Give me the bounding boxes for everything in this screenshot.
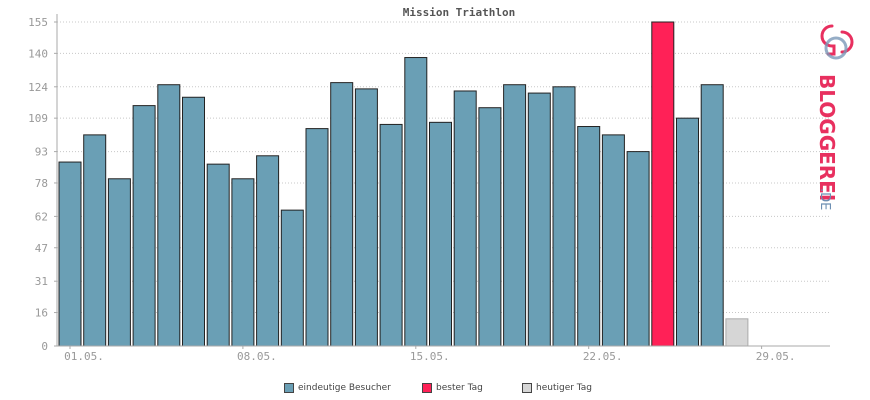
bar: [453, 90, 477, 347]
bar: [330, 82, 354, 347]
bar: [552, 86, 576, 347]
bar: [132, 105, 156, 347]
y-tick-label: 140: [28, 47, 48, 60]
legend: eindeutige Besucher bester Tag heutiger …: [0, 383, 870, 399]
bloggerei-logo: BLOGGEREI .DE: [815, 24, 854, 210]
bar: [157, 84, 181, 347]
y-tick-label: 31: [35, 275, 48, 288]
y-tick-label: 93: [35, 146, 48, 159]
bar: [206, 163, 230, 347]
logo-mark-overlay-icon: [824, 36, 848, 60]
legend-item-visitors: eindeutige Besucher: [284, 383, 391, 393]
y-tick-label: 124: [28, 81, 48, 94]
y-tick-label: 16: [35, 307, 48, 320]
bar: [354, 88, 378, 347]
bar: [676, 117, 699, 347]
x-tick-labels: 01.05. 08.05. 15.05. 22.05. 29.05.: [64, 346, 795, 363]
y-tick-labels: 0 16 31 47 62 78 93 109 124 140 155: [28, 16, 57, 353]
bar: [527, 92, 551, 347]
y-tick-label: 155: [28, 16, 48, 29]
legend-label-best-day: bester Tag: [436, 383, 483, 393]
bar: [601, 134, 625, 347]
bar: [725, 318, 749, 347]
bar: [404, 57, 428, 347]
bar: [305, 128, 329, 347]
bar: [83, 134, 107, 347]
logo-suffix: .DE: [817, 188, 832, 210]
x-tick-label: 15.05.: [410, 350, 450, 363]
bar: [231, 178, 255, 347]
y-tick-label: 0: [41, 340, 48, 353]
legend-swatch-visitors: [284, 383, 294, 393]
bar: [58, 161, 82, 347]
bar: [379, 123, 403, 347]
legend-label-visitors: eindeutige Besucher: [298, 383, 391, 393]
bar: [182, 96, 205, 347]
x-tick-label: 01.05.: [64, 350, 104, 363]
bar: [503, 84, 527, 347]
legend-swatch-best-day: [422, 383, 432, 393]
legend-label-today: heutiger Tag: [536, 383, 593, 393]
bar: [429, 121, 452, 347]
bar: [577, 126, 601, 347]
x-tick-label: 29.05.: [756, 350, 796, 363]
legend-item-best-day: bester Tag: [422, 383, 483, 393]
x-tick-label: 08.05.: [237, 350, 277, 363]
bar: [107, 178, 131, 347]
legend-swatch-today: [522, 383, 532, 393]
bar: [478, 107, 502, 347]
y-tick-label: 47: [35, 242, 48, 255]
chart-title: Mission Triathlon: [403, 6, 516, 19]
bars: [58, 21, 749, 347]
bar: [256, 155, 280, 347]
y-tick-label: 109: [28, 112, 48, 125]
logo-text: BLOGGEREI: [815, 74, 839, 201]
axes: [56, 14, 830, 347]
legend-item-today: heutiger Tag: [522, 383, 592, 393]
x-tick-label: 22.05.: [583, 350, 623, 363]
bar: [626, 151, 650, 347]
y-tick-label: 78: [35, 177, 48, 190]
y-tick-label: 62: [35, 210, 48, 223]
bar: [651, 21, 675, 347]
bar: [700, 84, 724, 347]
bar: [280, 209, 304, 347]
